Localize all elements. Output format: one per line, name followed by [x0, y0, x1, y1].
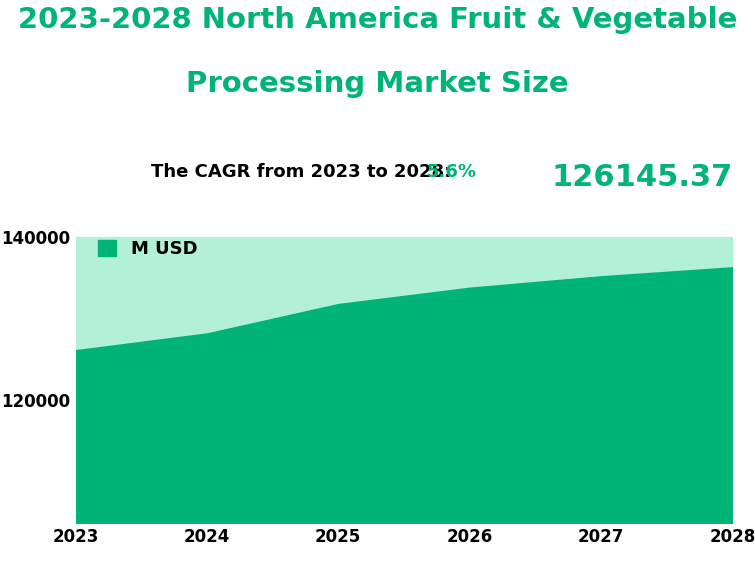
Text: The CAGR from 2023 to 2028:: The CAGR from 2023 to 2028: — [151, 163, 458, 181]
Text: 2023-2028 North America Fruit & Vegetable: 2023-2028 North America Fruit & Vegetabl… — [18, 6, 737, 34]
Legend: M USD: M USD — [91, 233, 205, 266]
Text: 126145.37: 126145.37 — [551, 163, 732, 192]
Text: Processing Market Size: Processing Market Size — [186, 70, 569, 98]
Text: 5.6%: 5.6% — [427, 163, 476, 181]
